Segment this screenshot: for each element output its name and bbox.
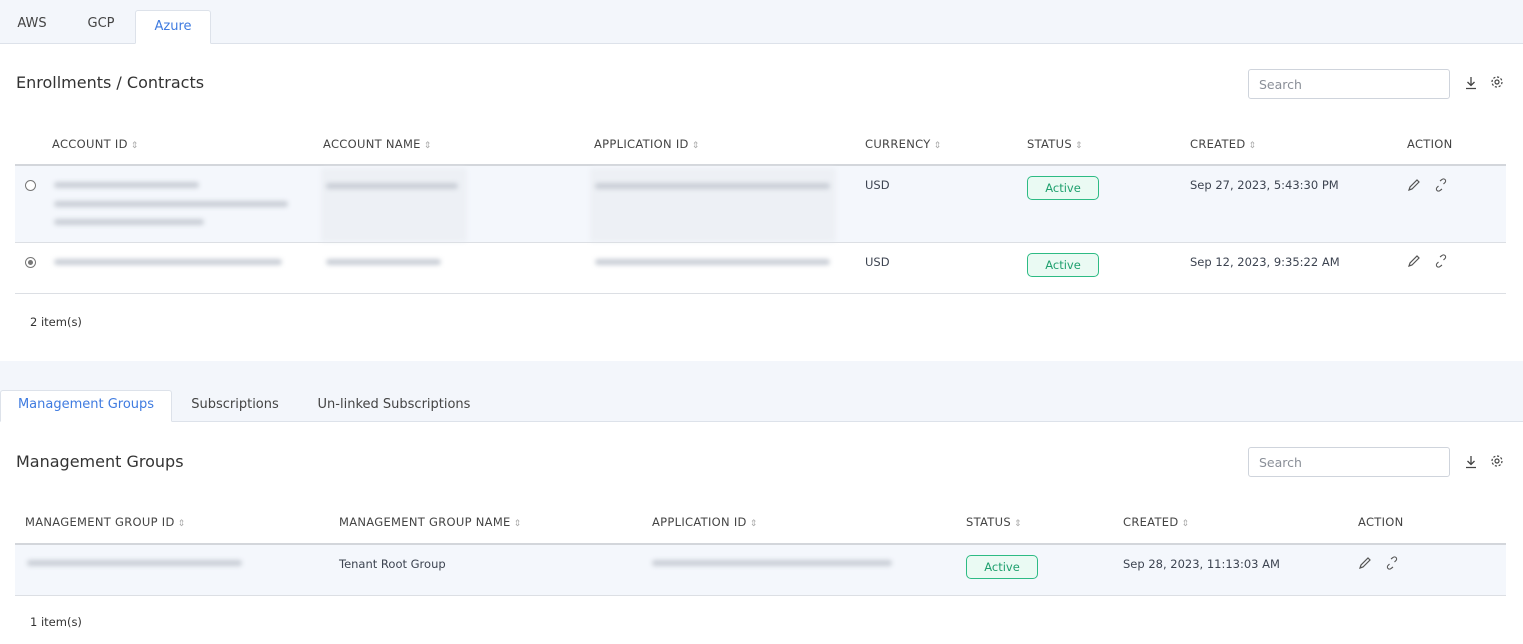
sort-icon[interactable]: ⇕ [130, 141, 139, 151]
column-header-application-id[interactable]: APPLICATION ID ⇕ [652, 515, 758, 529]
download-icon[interactable] [1464, 455, 1478, 469]
tab-aws[interactable]: AWS [17, 16, 47, 31]
column-header-currency[interactable]: CURRENCY ⇕ [865, 137, 942, 151]
created-cell: Sep 12, 2023, 9:35:22 AM [1190, 255, 1340, 269]
redacted-account-name-text [326, 183, 458, 189]
management-group-name-cell: Tenant Root Group [339, 557, 446, 571]
created-cell: Sep 27, 2023, 5:43:30 PM [1190, 178, 1339, 192]
tab-subscriptions[interactable]: Subscriptions [191, 397, 279, 412]
unlink-icon[interactable] [1434, 254, 1448, 268]
column-header-action: ACTION [1407, 137, 1453, 151]
section-gap [0, 361, 1523, 391]
column-header-created[interactable]: CREATED ⇕ [1190, 137, 1257, 151]
column-header-management-group-name[interactable]: MANAGEMENT GROUP NAME ⇕ [339, 515, 522, 529]
item-count: 2 item(s) [30, 315, 82, 329]
table-row [15, 545, 1506, 595]
unlink-icon[interactable] [1434, 178, 1448, 192]
download-icon[interactable] [1464, 76, 1478, 90]
settings-gear-icon[interactable] [1490, 454, 1504, 468]
column-header-account-name[interactable]: ACCOUNT NAME ⇕ [323, 137, 432, 151]
sort-icon[interactable]: ⇕ [691, 141, 700, 151]
row-select-radio[interactable] [25, 257, 36, 268]
edit-pencil-icon[interactable] [1407, 254, 1421, 268]
tab-unlinked-subscriptions[interactable]: Un-linked Subscriptions [317, 397, 471, 412]
redacted-management-group-id [27, 560, 242, 566]
status-badge: Active [966, 555, 1038, 579]
redacted-account-id [54, 201, 288, 207]
cloud-tab-bar: AWS GCP Azure [0, 0, 1523, 44]
currency-cell: USD [865, 178, 890, 192]
sort-icon[interactable]: ⇕ [513, 519, 522, 529]
settings-gear-icon[interactable] [1490, 75, 1504, 89]
row-select-radio[interactable] [25, 180, 36, 191]
sort-icon[interactable]: ⇕ [749, 519, 758, 529]
sort-icon[interactable]: ⇕ [1074, 141, 1083, 151]
redacted-account-name [326, 259, 441, 265]
column-header-account-id[interactable]: ACCOUNT ID ⇕ [52, 137, 139, 151]
redacted-account-id [54, 259, 282, 265]
redacted-account-id [54, 182, 199, 188]
column-header-application-id[interactable]: APPLICATION ID ⇕ [594, 137, 700, 151]
column-header-status[interactable]: STATUS ⇕ [966, 515, 1022, 529]
row-divider [15, 595, 1506, 596]
header-divider [15, 164, 1506, 166]
redacted-application-id-text [595, 183, 830, 189]
tab-gcp[interactable]: GCP [87, 16, 115, 31]
tab-management-groups[interactable]: Management Groups [0, 390, 172, 422]
sort-icon[interactable]: ⇕ [1248, 141, 1257, 151]
sort-icon[interactable]: ⇕ [933, 141, 942, 151]
management-groups-title: Management Groups [16, 452, 184, 471]
column-header-management-group-id[interactable]: MANAGEMENT GROUP ID ⇕ [25, 515, 186, 529]
row-divider [15, 242, 1506, 243]
column-header-created[interactable]: CREATED ⇕ [1123, 515, 1190, 529]
currency-cell: USD [865, 255, 890, 269]
sort-icon[interactable]: ⇕ [1181, 519, 1190, 529]
sub-tab-bar: Management Groups Subscriptions Un-linke… [0, 390, 1523, 422]
redacted-application-id [590, 168, 836, 242]
redacted-account-name [321, 168, 467, 242]
header-divider [15, 543, 1506, 545]
created-cell: Sep 28, 2023, 11:13:03 AM [1123, 557, 1280, 571]
redacted-application-id [595, 259, 830, 265]
management-groups-search-input[interactable] [1248, 447, 1450, 477]
enrollments-title: Enrollments / Contracts [16, 73, 205, 92]
sort-icon[interactable]: ⇕ [423, 141, 432, 151]
edit-pencil-icon[interactable] [1358, 556, 1372, 570]
status-badge: Active [1027, 253, 1099, 277]
sort-icon[interactable]: ⇕ [1013, 519, 1022, 529]
tab-azure[interactable]: Azure [135, 10, 211, 44]
column-header-status[interactable]: STATUS ⇕ [1027, 137, 1083, 151]
unlink-icon[interactable] [1385, 556, 1399, 570]
edit-pencil-icon[interactable] [1407, 178, 1421, 192]
sort-icon[interactable]: ⇕ [177, 519, 186, 529]
item-count: 1 item(s) [30, 615, 82, 629]
column-header-action: ACTION [1358, 515, 1404, 529]
status-badge: Active [1027, 176, 1099, 200]
row-divider [15, 293, 1506, 294]
redacted-application-id [652, 560, 892, 566]
redacted-account-id [54, 219, 204, 225]
enrollments-search-input[interactable] [1248, 69, 1450, 99]
